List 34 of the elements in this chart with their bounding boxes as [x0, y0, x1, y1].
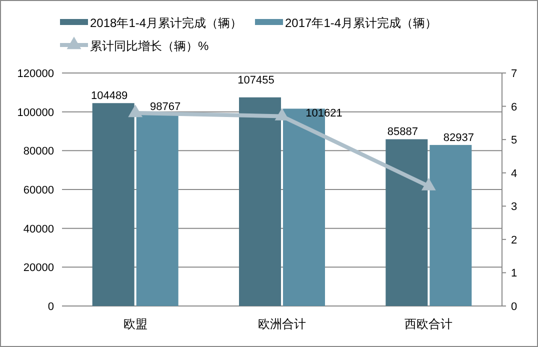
- y2-tick-label: 3: [510, 201, 518, 214]
- y2-tick-label: 2: [510, 234, 518, 246]
- legend-label: 累计同比增长（辆）%: [90, 39, 209, 53]
- y2-tick-label: 5: [510, 134, 518, 147]
- y2-tick-label: 0: [510, 301, 518, 313]
- y2-tick-label: 1: [510, 268, 518, 280]
- point: [128, 104, 143, 118]
- bar: [92, 103, 134, 306]
- y2-tick-label: 4: [510, 168, 518, 180]
- x-tick-label: 欧洲合计: [258, 317, 306, 331]
- y-tick-label: 60000: [23, 184, 54, 196]
- data-label: 101621: [306, 108, 342, 120]
- bar: [136, 114, 178, 306]
- point: [421, 178, 436, 190]
- data-label: 104489: [90, 90, 128, 102]
- legend-label: 2017年1-4月累计完成（辆）: [285, 16, 438, 30]
- legend-label: 2018年1-4月累计完成（辆）: [90, 16, 242, 30]
- bar: [430, 144, 472, 306]
- bar: [386, 139, 428, 306]
- data-label: 107455: [238, 74, 274, 86]
- y-tick-label: 100000: [17, 106, 54, 119]
- y-tick-label: 0: [48, 301, 54, 313]
- y2-tick-label: 7: [510, 68, 518, 80]
- y2-tick-label: 6: [510, 101, 518, 114]
- y-tick-label: 20000: [23, 262, 54, 274]
- x-tick-label: 西欧合计: [404, 317, 453, 331]
- data-label: 98767: [150, 101, 181, 114]
- y-tick-label: 120000: [17, 68, 54, 80]
- data-label: 82937: [443, 132, 474, 144]
- y-tick-label: 80000: [23, 146, 54, 158]
- bar: [239, 97, 281, 306]
- data-label: 85887: [387, 126, 418, 138]
- y-tick-label: 40000: [23, 223, 54, 236]
- x-tick-label: 欧盟: [123, 317, 148, 331]
